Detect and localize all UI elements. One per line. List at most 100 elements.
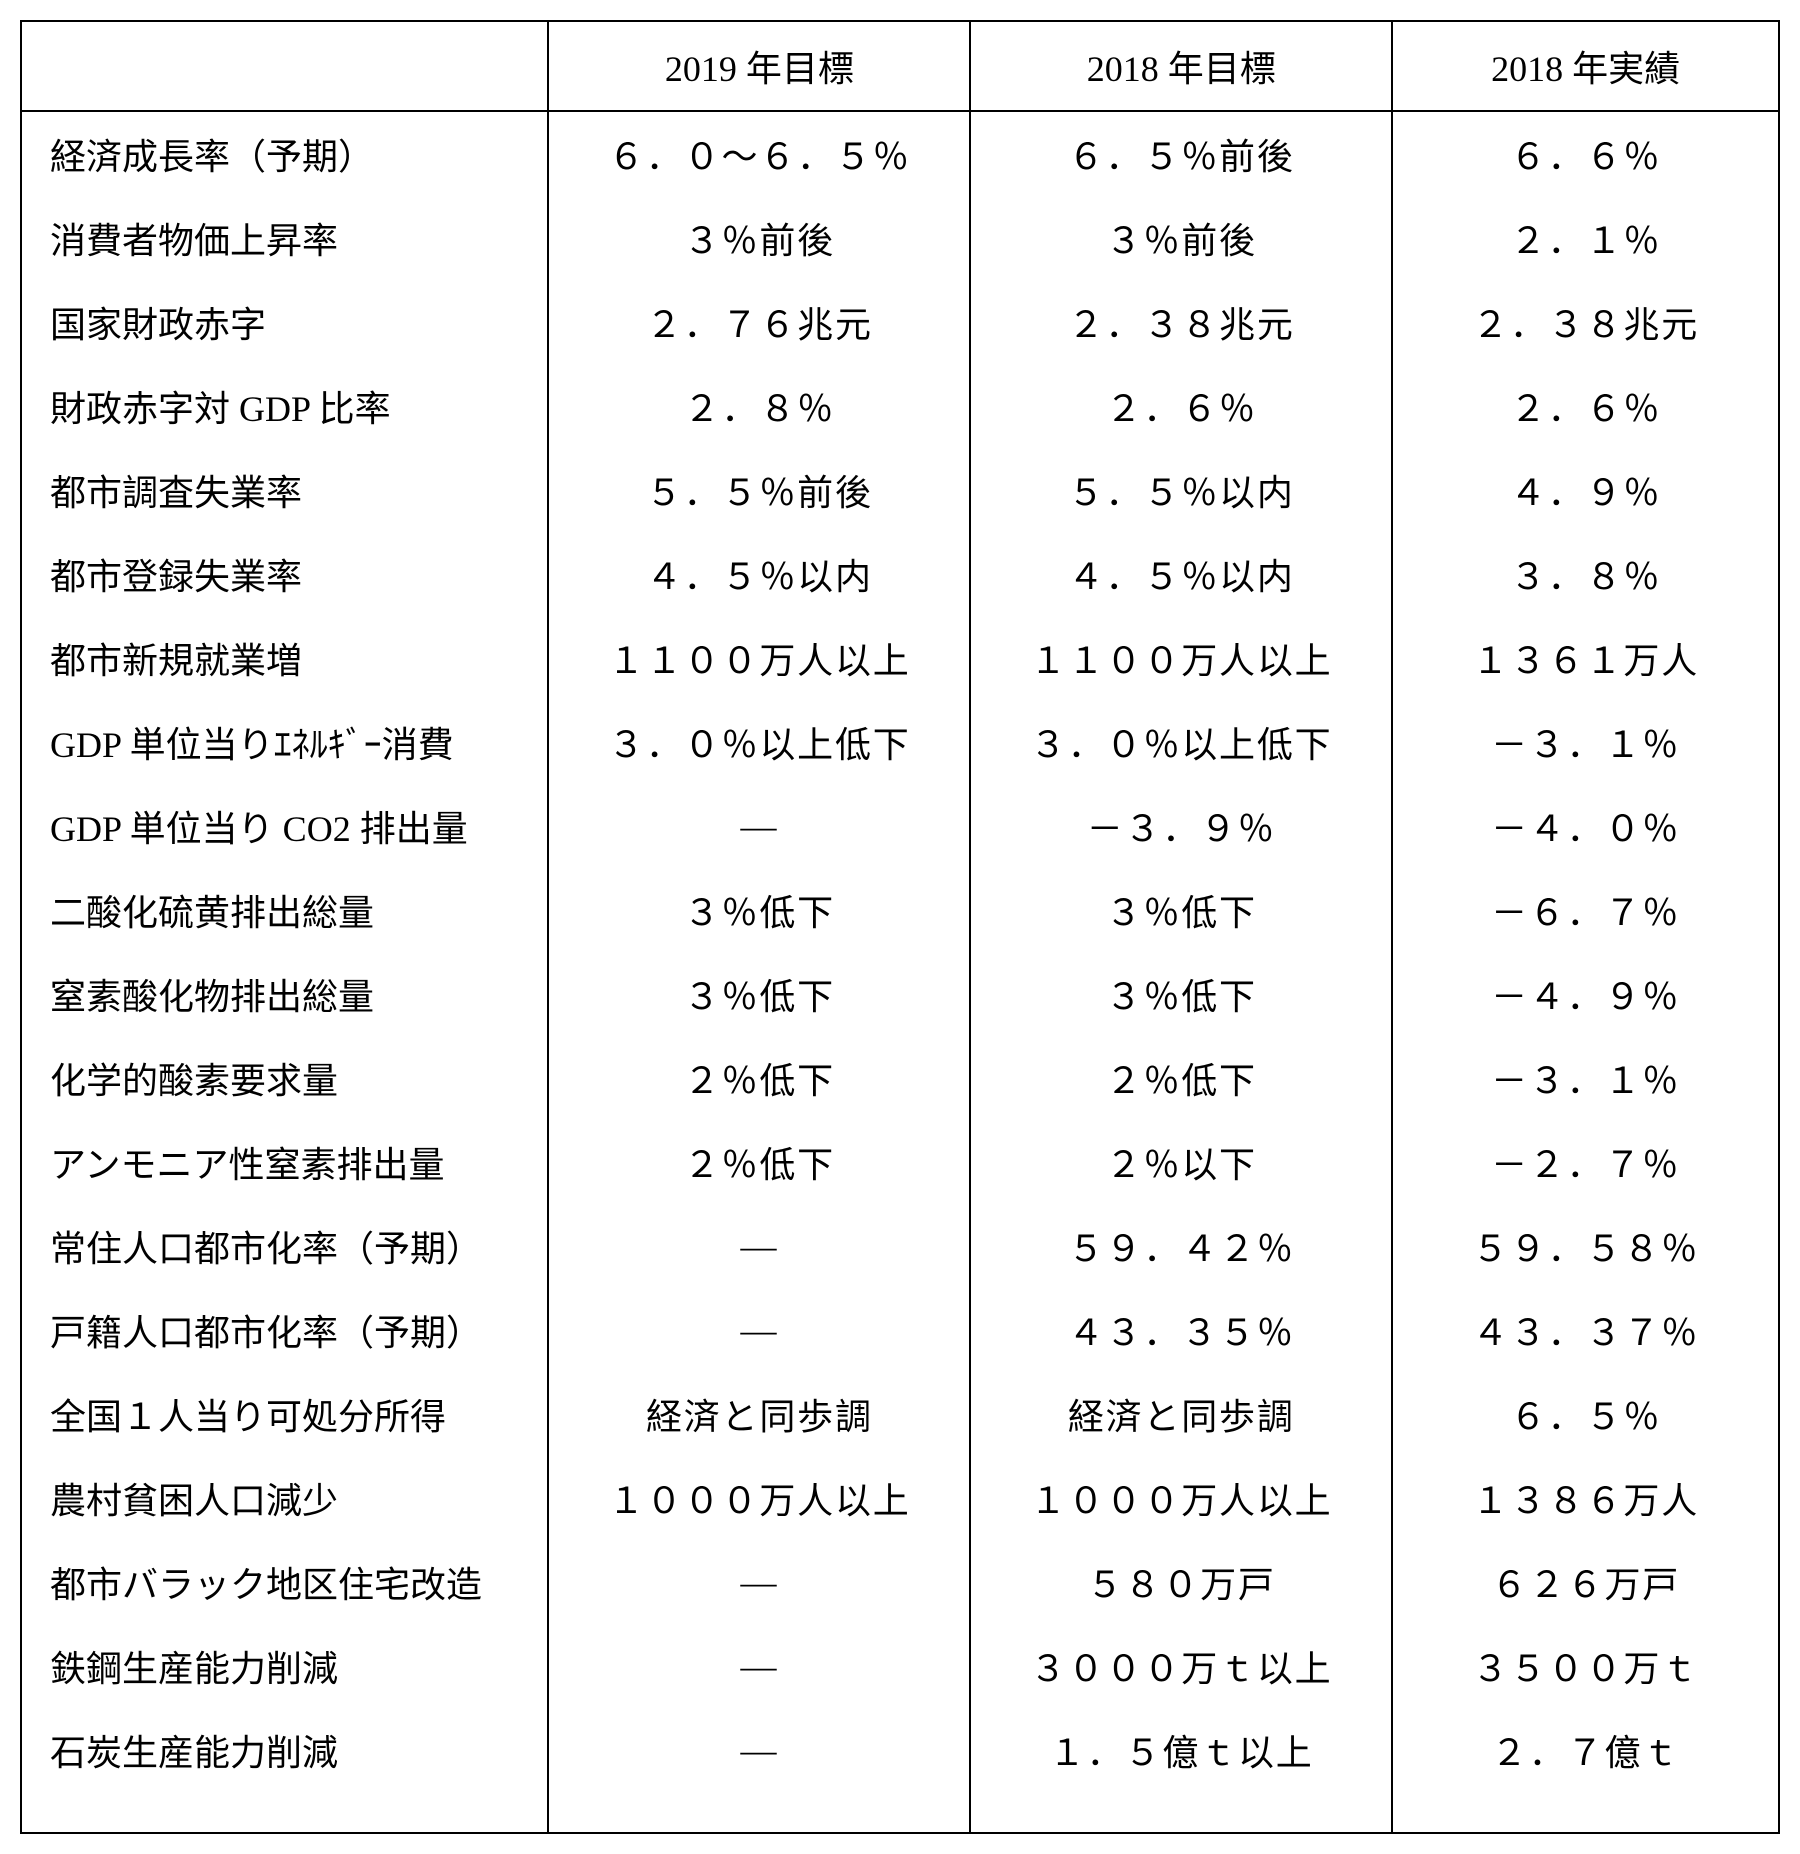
cell-2019-target: ―	[548, 784, 970, 868]
cell-2018-actual: ４３．３７％	[1392, 1288, 1779, 1372]
cell-2019-target: ２％低下	[548, 1120, 970, 1204]
cell-2019-target: ３％低下	[548, 868, 970, 952]
cell-2018-actual: ２．１％	[1392, 196, 1779, 280]
table-row: 鉄鋼生産能力削減―３０００万ｔ以上３５００万ｔ	[21, 1624, 1779, 1708]
econ-targets-table: 2019 年目標 2018 年目標 2018 年実績 経済成長率（予期）６．０～…	[20, 20, 1780, 1834]
row-label: 都市調査失業率	[21, 448, 548, 532]
cell-2019-target: ３．０％以上低下	[548, 700, 970, 784]
row-label: 都市新規就業増	[21, 616, 548, 700]
table-row: アンモニア性窒素排出量２％低下２％以下－２．７％	[21, 1120, 1779, 1204]
cell-2018-actual: －６．７％	[1392, 868, 1779, 952]
cell-2018-actual: １３８６万人	[1392, 1456, 1779, 1540]
row-label: 消費者物価上昇率	[21, 196, 548, 280]
table-row: 石炭生産能力削減―１．５億ｔ以上２．７億ｔ	[21, 1708, 1779, 1792]
table-row: 化学的酸素要求量２％低下２％低下－３．１％	[21, 1036, 1779, 1120]
cell-2019-target: 経済と同歩調	[548, 1372, 970, 1456]
cell-2019-target: ２．７６兆元	[548, 280, 970, 364]
table-row: 国家財政赤字２．７６兆元２．３８兆元２．３８兆元	[21, 280, 1779, 364]
cell-2018-actual: ２．７億ｔ	[1392, 1708, 1779, 1792]
table-row: GDP 単位当りｴﾈﾙｷﾞｰ消費３．０％以上低下３．０％以上低下－３．１％	[21, 700, 1779, 784]
row-label: 石炭生産能力削減	[21, 1708, 548, 1792]
cell-2018-actual: －４．９％	[1392, 952, 1779, 1036]
cell-2018-actual: １３６１万人	[1392, 616, 1779, 700]
row-label: 二酸化硫黄排出総量	[21, 868, 548, 952]
table-row: 農村貧困人口減少１０００万人以上１０００万人以上１３８６万人	[21, 1456, 1779, 1540]
table-body: 経済成長率（予期）６．０～６．５％６．５％前後６．６％消費者物価上昇率３％前後３…	[21, 111, 1779, 1833]
table-row: 戸籍人口都市化率（予期）―４３．３５％４３．３７％	[21, 1288, 1779, 1372]
row-label: 鉄鋼生産能力削減	[21, 1624, 548, 1708]
cell-2019-target: １０００万人以上	[548, 1456, 970, 1540]
cell-2018-target: １０００万人以上	[970, 1456, 1392, 1540]
cell-2018-target: ３％低下	[970, 952, 1392, 1036]
cell-2018-target: －３．９％	[970, 784, 1392, 868]
cell-2018-target: １１００万人以上	[970, 616, 1392, 700]
cell-2019-target: ５．５％前後	[548, 448, 970, 532]
cell-2018-actual: ６．６％	[1392, 111, 1779, 196]
cell-2019-target: ―	[548, 1288, 970, 1372]
row-label: 化学的酸素要求量	[21, 1036, 548, 1120]
row-label: 財政赤字対 GDP 比率	[21, 364, 548, 448]
cell-2019-target: ―	[548, 1708, 970, 1792]
cell-2018-target: ６．５％前後	[970, 111, 1392, 196]
cell-2018-target: ２％以下	[970, 1120, 1392, 1204]
table-row: 二酸化硫黄排出総量３％低下３％低下－６．７％	[21, 868, 1779, 952]
table-row: 財政赤字対 GDP 比率２．８％２．６％２．６％	[21, 364, 1779, 448]
cell-2018-target: ４．５％以内	[970, 532, 1392, 616]
cell-2018-actual: ２．６％	[1392, 364, 1779, 448]
cell-2018-actual: ６２６万戸	[1392, 1540, 1779, 1624]
col-header-2019: 2019 年目標	[548, 21, 970, 111]
table-row: 都市新規就業増１１００万人以上１１００万人以上１３６１万人	[21, 616, 1779, 700]
cell-2018-target: ２．６％	[970, 364, 1392, 448]
cell-2019-target: ３％前後	[548, 196, 970, 280]
cell-2019-target: １１００万人以上	[548, 616, 970, 700]
cell-2018-actual: ２．３８兆元	[1392, 280, 1779, 364]
row-label: 都市バラック地区住宅改造	[21, 1540, 548, 1624]
cell-2018-target: ２％低下	[970, 1036, 1392, 1120]
cell-2018-target: ５９．４２％	[970, 1204, 1392, 1288]
cell-2018-actual: －４．０％	[1392, 784, 1779, 868]
cell-2018-target: 経済と同歩調	[970, 1372, 1392, 1456]
table-row: 都市調査失業率５．５％前後５．５％以内４．９％	[21, 448, 1779, 532]
table-row: 都市バラック地区住宅改造―５８０万戸６２６万戸	[21, 1540, 1779, 1624]
cell-2018-actual: ４．９％	[1392, 448, 1779, 532]
cell-2018-actual: －３．１％	[1392, 700, 1779, 784]
row-label: 窒素酸化物排出総量	[21, 952, 548, 1036]
table-row: 常住人口都市化率（予期）―５９．４２％５９．５８％	[21, 1204, 1779, 1288]
cell-2018-target: ４３．３５％	[970, 1288, 1392, 1372]
cell-2019-target: ―	[548, 1624, 970, 1708]
cell-2018-target: ２．３８兆元	[970, 280, 1392, 364]
table-row: 全国１人当り可処分所得経済と同歩調経済と同歩調６．５％	[21, 1372, 1779, 1456]
cell-2018-actual: －３．１％	[1392, 1036, 1779, 1120]
cell-2018-target: ５８０万戸	[970, 1540, 1392, 1624]
row-label: 農村貧困人口減少	[21, 1456, 548, 1540]
cell-2019-target: ６．０～６．５％	[548, 111, 970, 196]
col-header-2018t: 2018 年目標	[970, 21, 1392, 111]
row-label: GDP 単位当りｴﾈﾙｷﾞｰ消費	[21, 700, 548, 784]
cell-2019-target: ２％低下	[548, 1036, 970, 1120]
cell-2018-actual: ３．８％	[1392, 532, 1779, 616]
col-header-2018a: 2018 年実績	[1392, 21, 1779, 111]
cell-2019-target: ４．５％以内	[548, 532, 970, 616]
col-header-blank	[21, 21, 548, 111]
cell-2019-target: ―	[548, 1204, 970, 1288]
table-row: 都市登録失業率４．５％以内４．５％以内３．８％	[21, 532, 1779, 616]
cell-2018-actual: ６．５％	[1392, 1372, 1779, 1456]
table-header-row: 2019 年目標 2018 年目標 2018 年実績	[21, 21, 1779, 111]
cell-2018-target: ３０００万ｔ以上	[970, 1624, 1392, 1708]
row-label: アンモニア性窒素排出量	[21, 1120, 548, 1204]
table-row: 窒素酸化物排出総量３％低下３％低下－４．９％	[21, 952, 1779, 1036]
cell-2018-actual: ３５００万ｔ	[1392, 1624, 1779, 1708]
row-label: 国家財政赤字	[21, 280, 548, 364]
cell-2019-target: ２．８％	[548, 364, 970, 448]
row-label: 経済成長率（予期）	[21, 111, 548, 196]
row-label: 都市登録失業率	[21, 532, 548, 616]
table-spacer-row	[21, 1792, 1779, 1833]
table-row: 消費者物価上昇率３％前後３％前後２．１％	[21, 196, 1779, 280]
cell-2018-target: ３％低下	[970, 868, 1392, 952]
table-row: 経済成長率（予期）６．０～６．５％６．５％前後６．６％	[21, 111, 1779, 196]
table-row: GDP 単位当り CO2 排出量―－３．９％－４．０％	[21, 784, 1779, 868]
row-label: 戸籍人口都市化率（予期）	[21, 1288, 548, 1372]
cell-2018-actual: ５９．５８％	[1392, 1204, 1779, 1288]
cell-2018-target: ３％前後	[970, 196, 1392, 280]
cell-2019-target: ―	[548, 1540, 970, 1624]
